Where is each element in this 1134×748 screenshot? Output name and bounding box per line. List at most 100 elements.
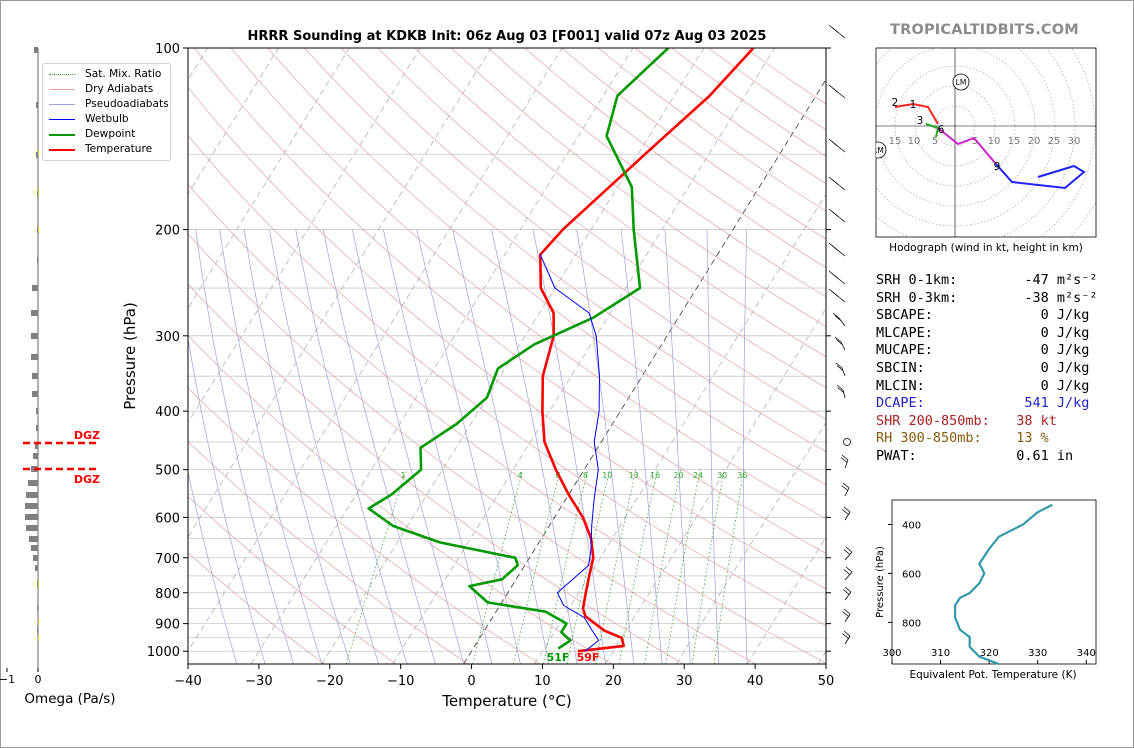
- omega-bar: [35, 565, 38, 571]
- surface-dewpoint-label: 51F: [547, 651, 570, 664]
- hodograph-ring-label: 25: [1048, 136, 1061, 147]
- dry-adiabat: [188, 86, 826, 590]
- isotherm: [321, 48, 705, 664]
- surface-temperature-label: 59F: [577, 651, 600, 664]
- hodograph-height-label: 6: [938, 124, 945, 136]
- hodograph-frame: [875, 47, 1097, 238]
- wind-barb-flag: [843, 630, 851, 637]
- wind-barb-flag: [843, 569, 851, 575]
- index-row: SRH 0-3km: -38 m²s⁻²: [876, 290, 1116, 308]
- x-tick-label: 20: [605, 674, 622, 689]
- thetae-y-tick-label: 400: [902, 520, 921, 531]
- dry-adiabat: [188, 552, 325, 664]
- hodograph-ring-label: 10: [908, 136, 921, 147]
- omega-bar: [25, 503, 38, 509]
- index-label: DCAPE:: [876, 395, 925, 412]
- wind-barb-flag: [840, 457, 848, 463]
- mixing-ratio-line: [345, 469, 407, 664]
- mixing-ratio-line: [618, 469, 658, 664]
- x-tick-label: −40: [174, 674, 201, 689]
- dry-adiabat: [188, 441, 469, 664]
- wind-barb-flag: [842, 482, 850, 489]
- pseudoadiabat: [576, 229, 635, 664]
- index-value: 0 J/kg: [1000, 377, 1090, 394]
- index-value: 0 J/kg: [1000, 324, 1090, 341]
- chart-title: HRRR Sounding at KDKB Init: 06z Aug 03 […: [248, 29, 767, 44]
- mixing-ratio-line: [595, 469, 637, 664]
- mixing-ratio-line: [692, 469, 725, 664]
- y-tick-label: 900: [155, 618, 180, 633]
- dry-adiabat: [188, 387, 541, 664]
- index-label: PWAT:: [876, 447, 917, 464]
- wind-barb-flag: [831, 141, 839, 147]
- wind-barb-flag: [831, 87, 839, 93]
- mixing-ratio-label: 24: [693, 471, 703, 480]
- hodograph-height-label: 2: [892, 97, 899, 109]
- thetae-y-label: Pressure (hPa): [875, 546, 886, 618]
- y-axis-label: Pressure (hPa): [121, 302, 139, 410]
- index-label: SHR 200-850mb:: [876, 412, 990, 429]
- index-label: RH 300-850mb:: [876, 430, 982, 447]
- thetae-x-label: Equivalent Pot. Temperature (K): [909, 669, 1076, 681]
- hodograph-caption: Hodograph (wind in kt, height in km): [889, 242, 1083, 254]
- omega-bar-positive: [38, 189, 39, 195]
- omega-bar: [36, 102, 38, 108]
- wind-barb-flag: [831, 291, 839, 297]
- omega-bar: [31, 545, 38, 551]
- wind-barb-shaft: [844, 487, 850, 497]
- wind-barb-shaft: [844, 613, 851, 623]
- index-row: RH 300-850mb: 13 %: [876, 430, 1116, 448]
- mixing-ratio-label: 10: [602, 471, 612, 480]
- omega-bar: [32, 285, 38, 291]
- x-tick-label: 30: [676, 674, 693, 689]
- x-tick-label: 50: [818, 674, 835, 689]
- omega-bar: [25, 514, 38, 520]
- wind-barb-flag: [831, 179, 839, 185]
- mixing-ratio-label: 20: [673, 471, 683, 480]
- hodograph-ring-label: 30: [1068, 136, 1081, 147]
- hodograph-ring-label: 15: [889, 136, 902, 147]
- thetae-y-tick-label: 800: [902, 618, 921, 629]
- omega-bar: [28, 480, 38, 486]
- dry-adiabat: [230, 48, 826, 520]
- left-mover-marker: [952, 73, 970, 91]
- isotherm: [188, 48, 279, 195]
- omega-bar-positive: [38, 635, 39, 641]
- wind-barb-flag: [836, 384, 844, 391]
- wind-barb-flag: [842, 611, 849, 617]
- index-row: MLCIN: 0 J/kg: [876, 378, 1116, 396]
- isotherm: [250, 48, 634, 664]
- mixing-ratio-label: 16: [650, 471, 660, 480]
- index-value: 0 J/kg: [1000, 307, 1090, 324]
- omega-bar: [33, 453, 38, 459]
- profile-dewpoint: [367, 48, 670, 650]
- index-label: SRH 0-3km:: [876, 289, 958, 306]
- omega-bar: [33, 555, 38, 561]
- dgz-label-top: DGZ: [74, 429, 100, 442]
- hodo-segment-9-12km: [995, 163, 1086, 190]
- mixing-ratio-line: [472, 469, 524, 664]
- wind-barb-flag: [843, 549, 851, 555]
- index-value: 0 J/kg: [1000, 359, 1090, 376]
- pseudoadiabat: [243, 229, 351, 664]
- dry-adiabat: [188, 495, 397, 664]
- y-tick-label: 700: [155, 552, 180, 567]
- y-tick-label: 100: [155, 42, 180, 57]
- omega-bar: [29, 536, 38, 542]
- profile-wetbulb: [539, 254, 600, 652]
- wind-barb-flag: [843, 506, 851, 513]
- y-tick-label: 800: [155, 587, 180, 602]
- omega-bar: [36, 408, 38, 414]
- sounding-indices: SRH 0-1km: -47 m²s⁻² SRH 0-3km: -38 m²s⁻²…: [876, 272, 1116, 466]
- omega-bar: [32, 373, 38, 379]
- wind-barb-flag: [842, 633, 849, 639]
- index-row: MUCAPE: 0 J/kg: [876, 342, 1116, 360]
- wind-barb-flag: [835, 362, 843, 369]
- index-value: 0.61 in: [1000, 447, 1074, 464]
- left-mover-label: LM: [956, 78, 967, 87]
- isotherm: [463, 78, 826, 664]
- isotherm: [188, 48, 421, 424]
- index-row: SBCAPE: 0 J/kg: [876, 307, 1116, 325]
- omega-bar: [37, 191, 38, 197]
- pseudoadiabat: [188, 336, 266, 664]
